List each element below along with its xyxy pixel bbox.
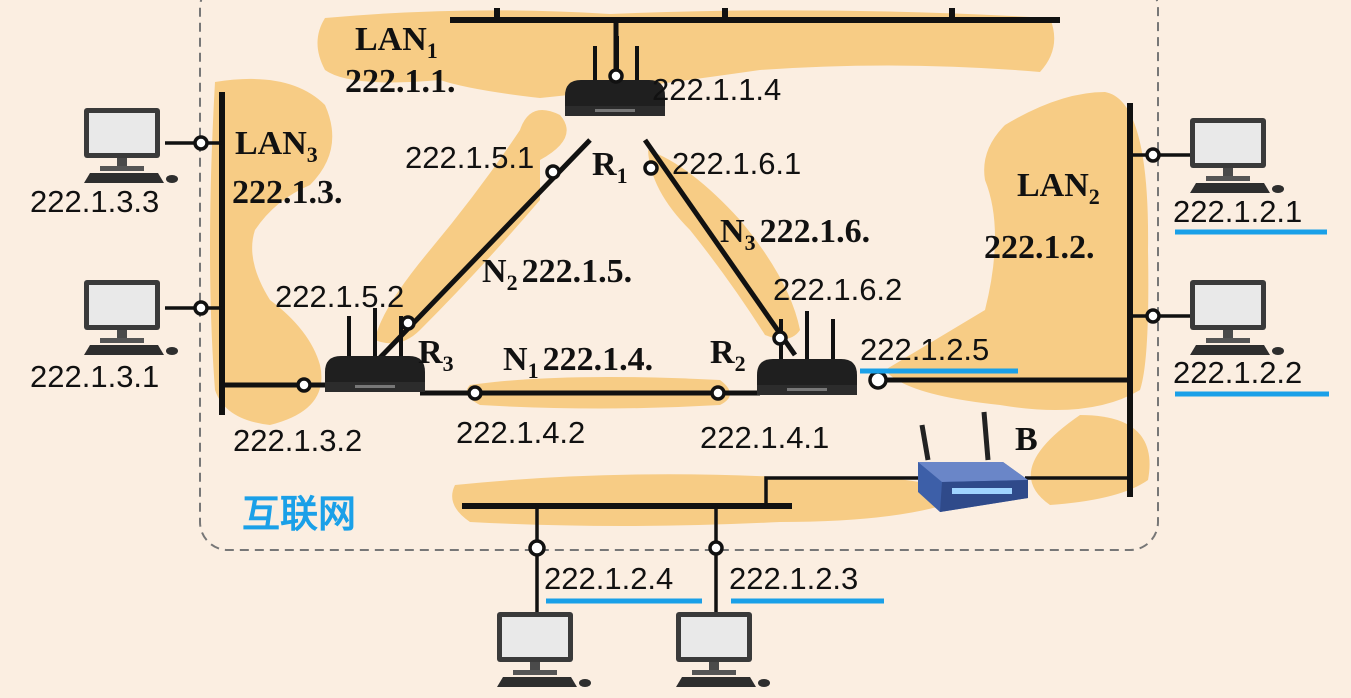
host-222-1-2-4-computer-icon[interactable] bbox=[497, 612, 591, 687]
lan2-network: 222.1.2. bbox=[984, 229, 1095, 266]
n3-link bbox=[642, 138, 798, 357]
lan1-bus bbox=[450, 8, 1060, 23]
lan3-label: LAN3 bbox=[235, 125, 318, 167]
internet-region bbox=[199, 0, 1159, 551]
n1-label: N1 222.1.4. bbox=[503, 341, 653, 383]
addr-222-1-5-1: 222.1.5.1 bbox=[405, 140, 534, 175]
addr-222-1-1-4: 222.1.1.4 bbox=[652, 72, 781, 107]
host-addr-222-1-2-4: 222.1.2.4 bbox=[544, 561, 673, 596]
n3-label: N3 222.1.6. bbox=[720, 213, 870, 255]
router-r3-label: R3 bbox=[418, 334, 454, 376]
lan2-label: LAN2 bbox=[1017, 167, 1100, 209]
host-addr-222-1-3-3: 222.1.3.3 bbox=[30, 184, 159, 219]
region-label: 互联网 bbox=[242, 492, 356, 536]
bridge-link-bottom bbox=[764, 476, 918, 506]
addr-222-1-6-1: 222.1.6.1 bbox=[672, 146, 801, 181]
host-222-1-3-1-computer-icon[interactable] bbox=[84, 280, 178, 355]
interface-ports bbox=[193, 68, 1161, 557]
bridge-b-label: B bbox=[1015, 421, 1038, 458]
lan3-network: 222.1.3. bbox=[232, 174, 343, 211]
addr-222-1-3-2: 222.1.3.2 bbox=[233, 423, 362, 458]
lan1-network: 222.1.1. bbox=[345, 63, 456, 100]
router-r2-label: R2 bbox=[710, 334, 746, 376]
addr-222-1-2-5: 222.1.2.5 bbox=[860, 332, 989, 367]
host-addr-222-1-2-1: 222.1.2.1 bbox=[1173, 194, 1302, 229]
host-222-1-2-3-computer-icon[interactable] bbox=[676, 612, 770, 687]
host-222-1-3-3-computer-icon[interactable] bbox=[84, 108, 178, 183]
host-222-1-2-1-computer-icon[interactable] bbox=[1190, 118, 1284, 193]
host-addr-222-1-2-2: 222.1.2.2 bbox=[1173, 355, 1302, 390]
lan1-label: LAN1 bbox=[355, 21, 438, 63]
addr-222-1-5-2: 222.1.5.2 bbox=[275, 279, 404, 314]
host-addr-222-1-3-1: 222.1.3.1 bbox=[30, 359, 159, 394]
router-r1-label: R1 bbox=[592, 146, 628, 188]
bridge-b-device[interactable] bbox=[918, 411, 1028, 512]
addr-222-1-6-2: 222.1.6.2 bbox=[773, 272, 902, 307]
host-addr-222-1-2-3: 222.1.2.3 bbox=[729, 561, 858, 596]
addr-222-1-4-2: 222.1.4.2 bbox=[456, 415, 585, 450]
n2-label: N2 222.1.5. bbox=[482, 253, 632, 295]
addr-222-1-4-1: 222.1.4.1 bbox=[700, 420, 829, 455]
host-222-1-2-2-computer-icon[interactable] bbox=[1190, 280, 1284, 355]
